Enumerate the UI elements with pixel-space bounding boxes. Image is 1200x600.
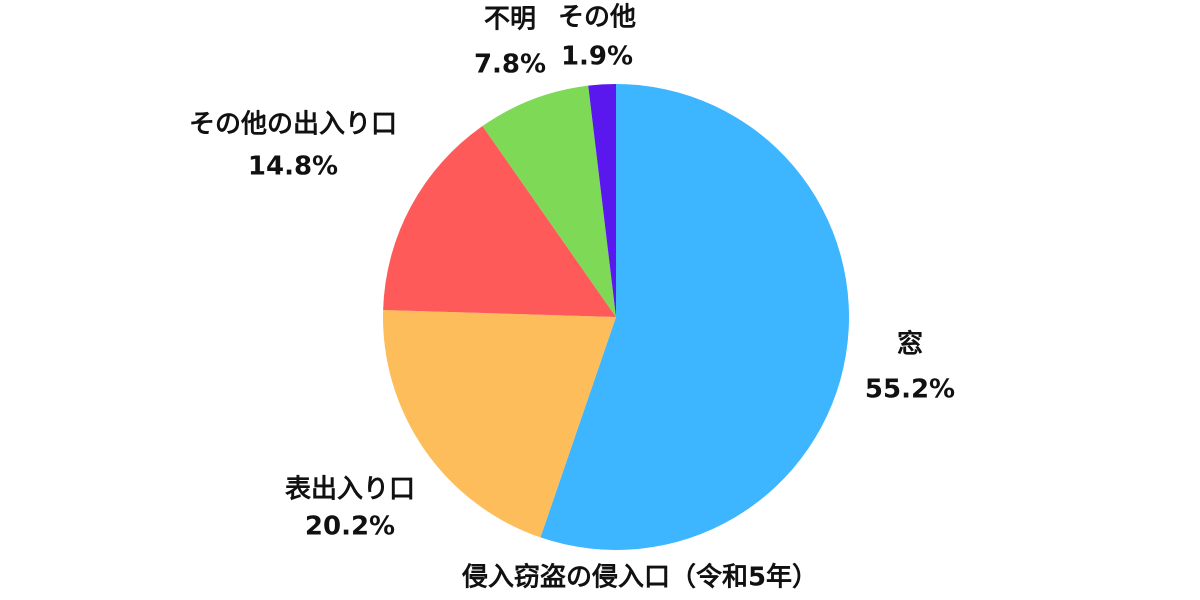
slice-value-label: 55.2% — [865, 375, 955, 405]
slice-label: 不明 — [484, 5, 536, 35]
pie-slice — [383, 310, 616, 538]
slice-label: 窓 — [897, 329, 923, 360]
slice-value-label: 1.9% — [561, 42, 633, 72]
pie-slice — [383, 126, 616, 317]
pie-slice — [588, 84, 616, 317]
slice-label: その他の出入り口 — [189, 110, 397, 140]
chart-title: 侵入窃盗の侵入口（令和5年） — [461, 562, 818, 593]
slice-value-label: 7.8% — [474, 50, 546, 80]
slice-label: 表出入り口 — [285, 475, 415, 505]
slice-value-label: 14.8% — [248, 152, 338, 182]
pie-slice — [540, 84, 849, 550]
slice-label: その他 — [558, 3, 636, 33]
slice-value-label: 20.2% — [305, 512, 395, 542]
pie-slice — [482, 85, 616, 317]
